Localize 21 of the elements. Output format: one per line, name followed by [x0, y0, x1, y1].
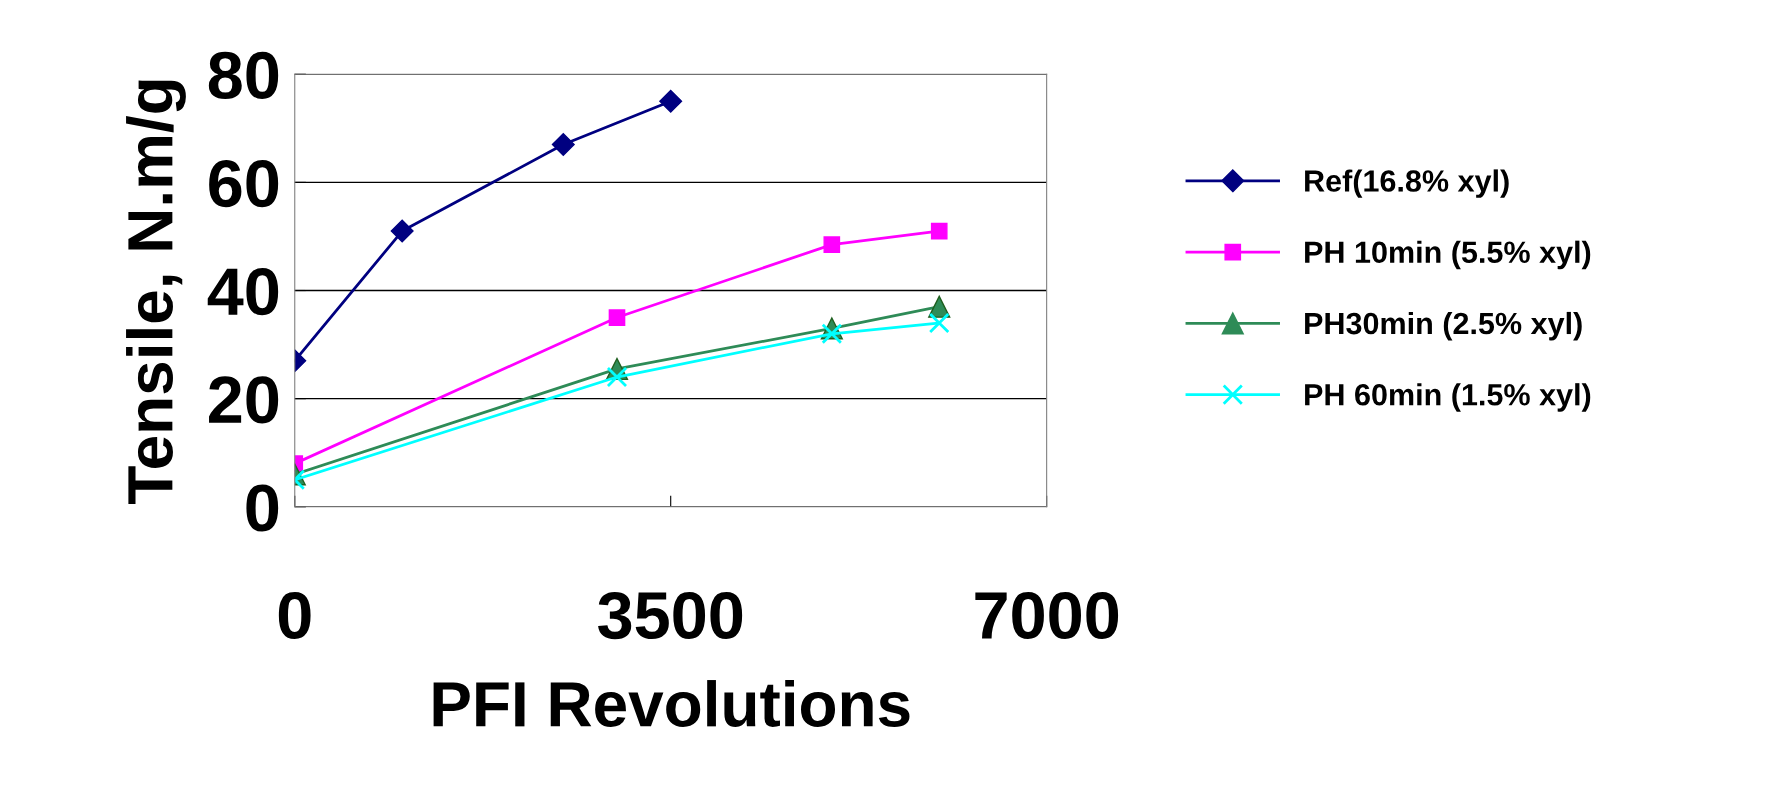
point	[606, 366, 628, 388]
x-tick-label: 0	[278, 591, 311, 640]
legend-label: PH 60min (1.5% xyl)	[1305, 383, 1591, 412]
point	[823, 236, 841, 253]
y-tick-label: 20	[209, 376, 279, 424]
x-tick-label: 7000	[975, 591, 1119, 640]
legend-label: PH 10min (5.5% xyl)	[1305, 240, 1591, 270]
point	[930, 222, 948, 240]
y-tick-label: 80	[208, 51, 279, 100]
point	[821, 323, 843, 345]
legend-label: Ref(16.8% xyl)	[1305, 169, 1509, 198]
x-axis-title: PFI Revolutions	[433, 680, 910, 727]
y-tick-label: 60	[209, 159, 279, 208]
point	[608, 309, 626, 326]
y-tick-label: 40	[207, 268, 279, 316]
y-tick-label: 0	[246, 484, 279, 532]
y-axis-title: Tensile, N.m/g	[126, 80, 186, 504]
point	[928, 312, 950, 334]
x-tick-label: 3500	[598, 591, 743, 640]
legend-label: PH30min (2.5% xyl)	[1305, 311, 1582, 341]
point	[659, 89, 683, 113]
